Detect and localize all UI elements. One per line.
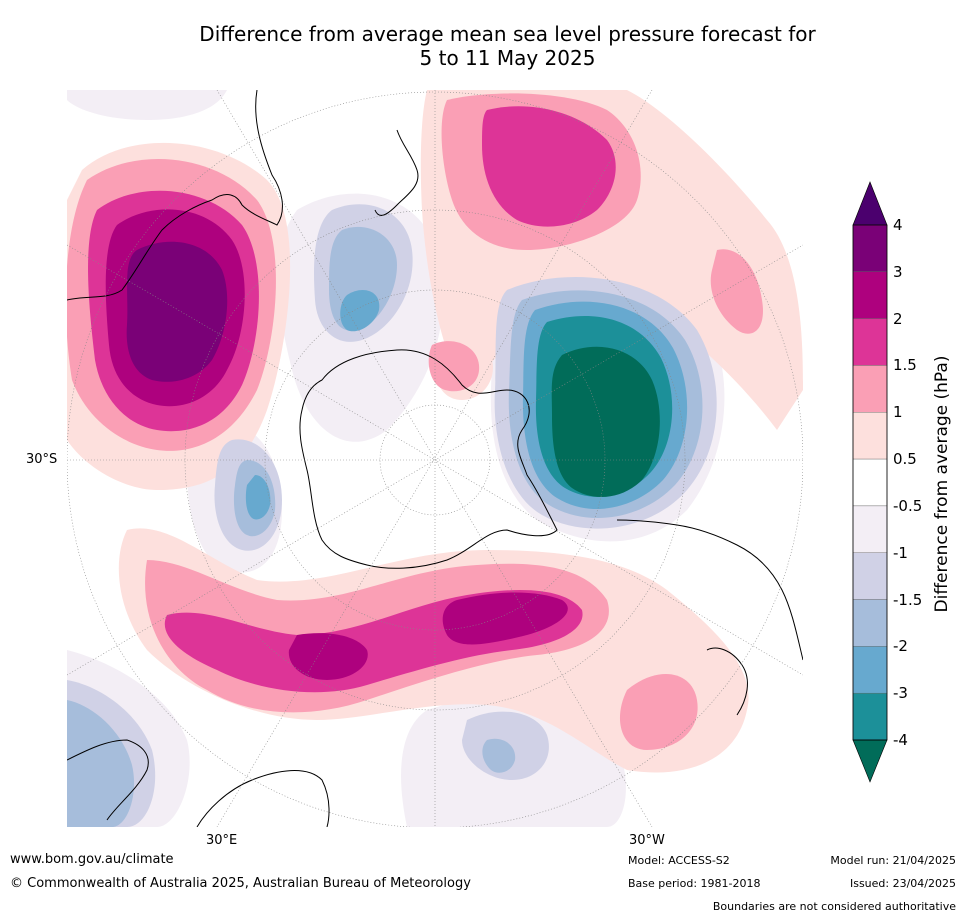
colorbar-title: Difference from average (hPa) (932, 355, 952, 613)
continent-coastlines (67, 90, 803, 827)
anomaly-purple (126, 241, 228, 382)
colorbar-extend-top (852, 181, 888, 226)
colorbar-tick-label: 3 (893, 262, 903, 281)
lat-label-30s: 30°S (26, 452, 58, 467)
colorbar-segment (852, 458, 888, 507)
colorbar-segment (852, 224, 888, 273)
colorbar-segment (852, 552, 888, 600)
colorbar-tick-label: -1.5 (893, 590, 923, 609)
pressure-anomaly-map (67, 90, 803, 827)
colorbar-tick-label: -4 (893, 731, 908, 749)
colorbar-segment (852, 599, 888, 647)
title-line-1: Difference from average mean sea level p… (199, 22, 816, 46)
colorbar-segment (852, 318, 888, 366)
graticule (67, 90, 803, 827)
colorbar-segment (852, 505, 888, 553)
lon-label-30e: 30°E (206, 833, 238, 848)
colorbar-outline (852, 224, 888, 741)
lon-label-30w: 30°W (629, 833, 665, 848)
colorbar-segment (852, 646, 888, 694)
footer-model-run: Model run: 21/04/2025 (830, 854, 956, 867)
title-line-2: 5 to 11 May 2025 (419, 46, 596, 70)
colorbar-tick-label: 2 (893, 309, 903, 328)
footer-base-period: Base period: 1981-2018 (628, 877, 761, 890)
footer-boundaries: Boundaries are not considered authoritat… (712, 900, 956, 913)
anomaly-negative-west (67, 204, 549, 827)
footer-url[interactable]: www.bom.gov.au/climate (10, 852, 174, 867)
colorbar (852, 181, 888, 783)
chart-title: Difference from average mean sea level p… (0, 22, 965, 70)
colorbar-tick-label: -3 (893, 684, 908, 703)
colorbar-tick-label: -0.5 (893, 496, 923, 515)
colorbar-tick-label: -2 (893, 637, 908, 656)
footer-copyright: © Commonwealth of Australia 2025, Austra… (10, 876, 471, 891)
colorbar-segment (852, 365, 888, 413)
colorbar-segment (852, 692, 888, 741)
colorbar-segment (852, 271, 888, 319)
colorbar-tick-label: 1 (893, 403, 903, 422)
colorbar-tick-label: 0.5 (893, 450, 917, 469)
footer-issued: Issued: 23/04/2025 (849, 877, 956, 890)
colorbar-tick-label: 1.5 (893, 356, 917, 375)
colorbar-segment (852, 412, 888, 460)
footer-model: Model: ACCESS-S2 (628, 854, 730, 867)
colorbar-tick-label: -1 (893, 543, 908, 562)
colorbar-extend-bottom (852, 739, 888, 783)
colorbar-tick-label: 4 (893, 216, 903, 234)
anomaly-negative-east (494, 277, 717, 529)
